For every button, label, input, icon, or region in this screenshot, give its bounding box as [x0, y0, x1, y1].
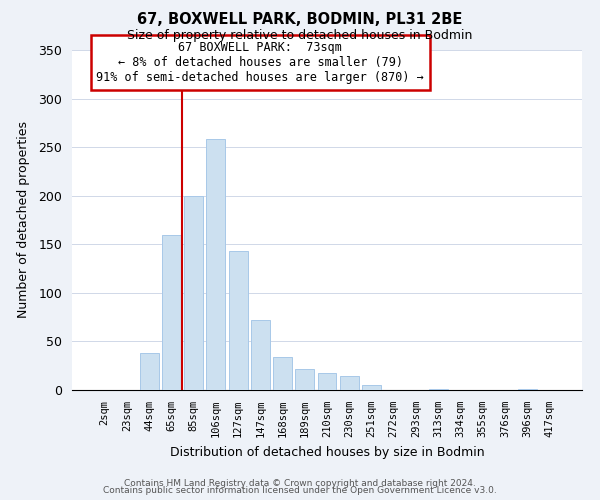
Bar — [317, 372, 337, 390]
Bar — [295, 368, 314, 390]
Bar — [251, 320, 270, 390]
Bar — [184, 196, 203, 390]
Text: Contains HM Land Registry data © Crown copyright and database right 2024.: Contains HM Land Registry data © Crown c… — [124, 478, 476, 488]
Bar — [162, 234, 181, 390]
Text: Size of property relative to detached houses in Bodmin: Size of property relative to detached ho… — [127, 29, 473, 42]
Bar — [229, 251, 248, 390]
Bar — [140, 353, 158, 390]
Bar — [429, 389, 448, 390]
Text: Contains public sector information licensed under the Open Government Licence v3: Contains public sector information licen… — [103, 486, 497, 495]
Bar — [518, 389, 536, 390]
Bar — [273, 357, 292, 390]
X-axis label: Distribution of detached houses by size in Bodmin: Distribution of detached houses by size … — [170, 446, 484, 458]
Y-axis label: Number of detached properties: Number of detached properties — [17, 122, 30, 318]
Text: 67 BOXWELL PARK:  73sqm
← 8% of detached houses are smaller (79)
91% of semi-det: 67 BOXWELL PARK: 73sqm ← 8% of detached … — [97, 41, 424, 84]
Bar — [362, 385, 381, 390]
Text: 67, BOXWELL PARK, BODMIN, PL31 2BE: 67, BOXWELL PARK, BODMIN, PL31 2BE — [137, 12, 463, 28]
Bar — [206, 140, 225, 390]
Bar — [340, 376, 359, 390]
